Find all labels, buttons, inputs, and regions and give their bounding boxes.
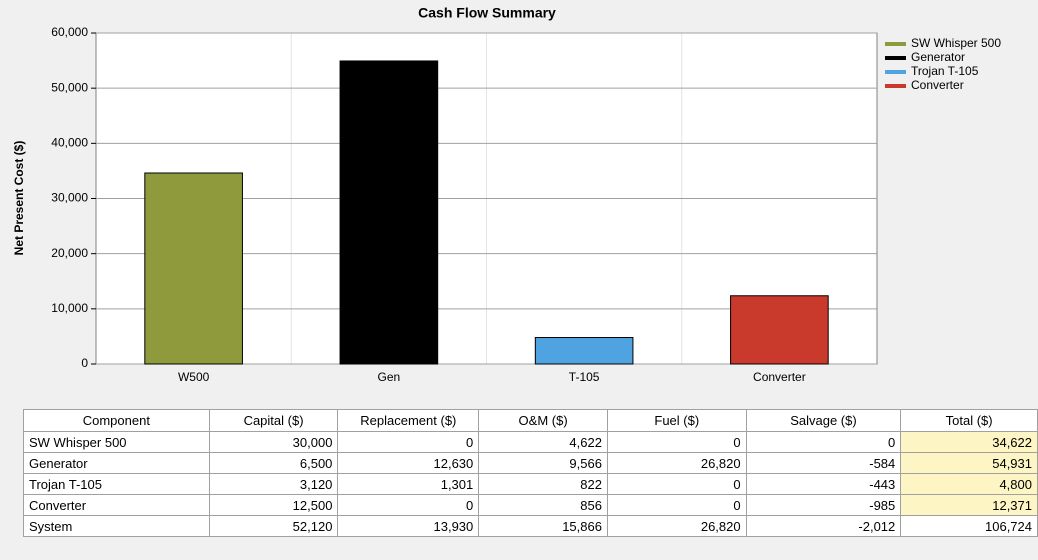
- table-cell: 15,866: [478, 515, 608, 537]
- table-cell: 12,500: [208, 494, 339, 516]
- y-tick-label: 30,000: [51, 191, 88, 205]
- table-cell: -584: [745, 452, 902, 474]
- y-tick-label: 0: [81, 356, 88, 370]
- table-cell: 9,566: [478, 452, 608, 474]
- bar: [144, 172, 243, 365]
- table-cell: Trojan T-105: [23, 473, 210, 495]
- y-tick-label: 60,000: [51, 25, 88, 39]
- table-row: Generator 6,500 12,630 9,566 26,820 -584 54,93…: [23, 452, 1038, 474]
- legend-label: SW Whisper 500: [911, 36, 1001, 50]
- y-tick-label: 20,000: [51, 246, 88, 260]
- bar: [730, 295, 829, 365]
- table-cell: System: [23, 515, 210, 537]
- legend-label: Trojan T-105: [911, 64, 979, 78]
- table-row: System 52,120 13,930 15,866 26,820 -2,012 106,…: [23, 515, 1038, 537]
- table-cell: 856: [478, 494, 608, 516]
- y-axis-label: Net Present Cost ($): [12, 141, 26, 256]
- column-header: Component: [23, 409, 210, 432]
- y-tick-label: 40,000: [51, 136, 88, 150]
- table-cell: 0: [606, 431, 747, 453]
- table-header: Component Capital ($) Replacement ($) O&M (…: [23, 409, 1038, 432]
- x-tick-label: Gen: [378, 370, 401, 384]
- table-cell: 12,630: [337, 452, 480, 474]
- table-row: Trojan T-105 3,120 1,301 822 0 -443 4,800: [23, 473, 1038, 495]
- bar: [339, 60, 439, 365]
- table-cell: Converter: [23, 494, 210, 516]
- table-cell: 26,820: [606, 515, 747, 537]
- y-tick-label: 50,000: [51, 80, 88, 94]
- table-cell: 34,622: [900, 431, 1038, 453]
- table-cell: 0: [337, 494, 480, 516]
- table-cell: 3,120: [208, 473, 339, 495]
- table-cell: -985: [745, 494, 902, 516]
- table-cell: 26,820: [606, 452, 747, 474]
- table-cell: 30,000: [208, 431, 339, 453]
- table-cell: 1,301: [337, 473, 480, 495]
- column-header: O&M ($): [478, 409, 608, 432]
- column-header: Fuel ($): [606, 409, 747, 432]
- cost-table: Component Capital ($) Replacement ($) O&M (…: [23, 409, 1038, 537]
- table-cell: Generator: [23, 452, 210, 474]
- table-cell: 12,371: [900, 494, 1038, 516]
- x-tick-label: T-105: [569, 370, 600, 384]
- table-cell: SW Whisper 500: [23, 431, 210, 453]
- x-tick-label: W500: [178, 370, 210, 384]
- table-cell: 0: [606, 473, 747, 495]
- table-cell: 106,724: [900, 515, 1038, 537]
- table-cell: 0: [606, 494, 747, 516]
- table-cell: 4,800: [900, 473, 1038, 495]
- table-row: SW Whisper 500 30,000 0 4,622 0 0 34,622: [23, 431, 1038, 453]
- chart-title: Cash Flow Summary: [418, 5, 556, 21]
- table-cell: 13,930: [337, 515, 480, 537]
- chart: Cash Flow Summary Net Present Cost ($) 0…: [12, 5, 1001, 384]
- table-cell: 54,931: [900, 452, 1038, 474]
- table-cell: -443: [745, 473, 902, 495]
- legend-label: Converter: [911, 78, 964, 92]
- table-cell: 6,500: [208, 452, 339, 474]
- legend-label: Generator: [911, 50, 965, 64]
- table-cell: -2,012: [745, 515, 902, 537]
- table-cell: 0: [337, 431, 480, 453]
- table-cell: 4,622: [478, 431, 608, 453]
- y-tick-label: 10,000: [51, 301, 88, 315]
- column-header: Replacement ($): [337, 409, 480, 432]
- column-header: Capital ($): [208, 409, 339, 432]
- table-body: SW Whisper 500 30,000 0 4,622 0 0 34,622 Genera…: [23, 431, 1038, 537]
- column-header: Salvage ($): [745, 409, 902, 432]
- column-header: Total ($): [900, 409, 1038, 432]
- table-cell: 52,120: [208, 515, 339, 537]
- table-row: Converter 12,500 0 856 0 -985 12,371: [23, 494, 1038, 516]
- table-cell: 822: [478, 473, 608, 495]
- bar: [534, 337, 634, 365]
- table-cell: 0: [745, 431, 902, 453]
- x-tick-label: Converter: [753, 370, 806, 384]
